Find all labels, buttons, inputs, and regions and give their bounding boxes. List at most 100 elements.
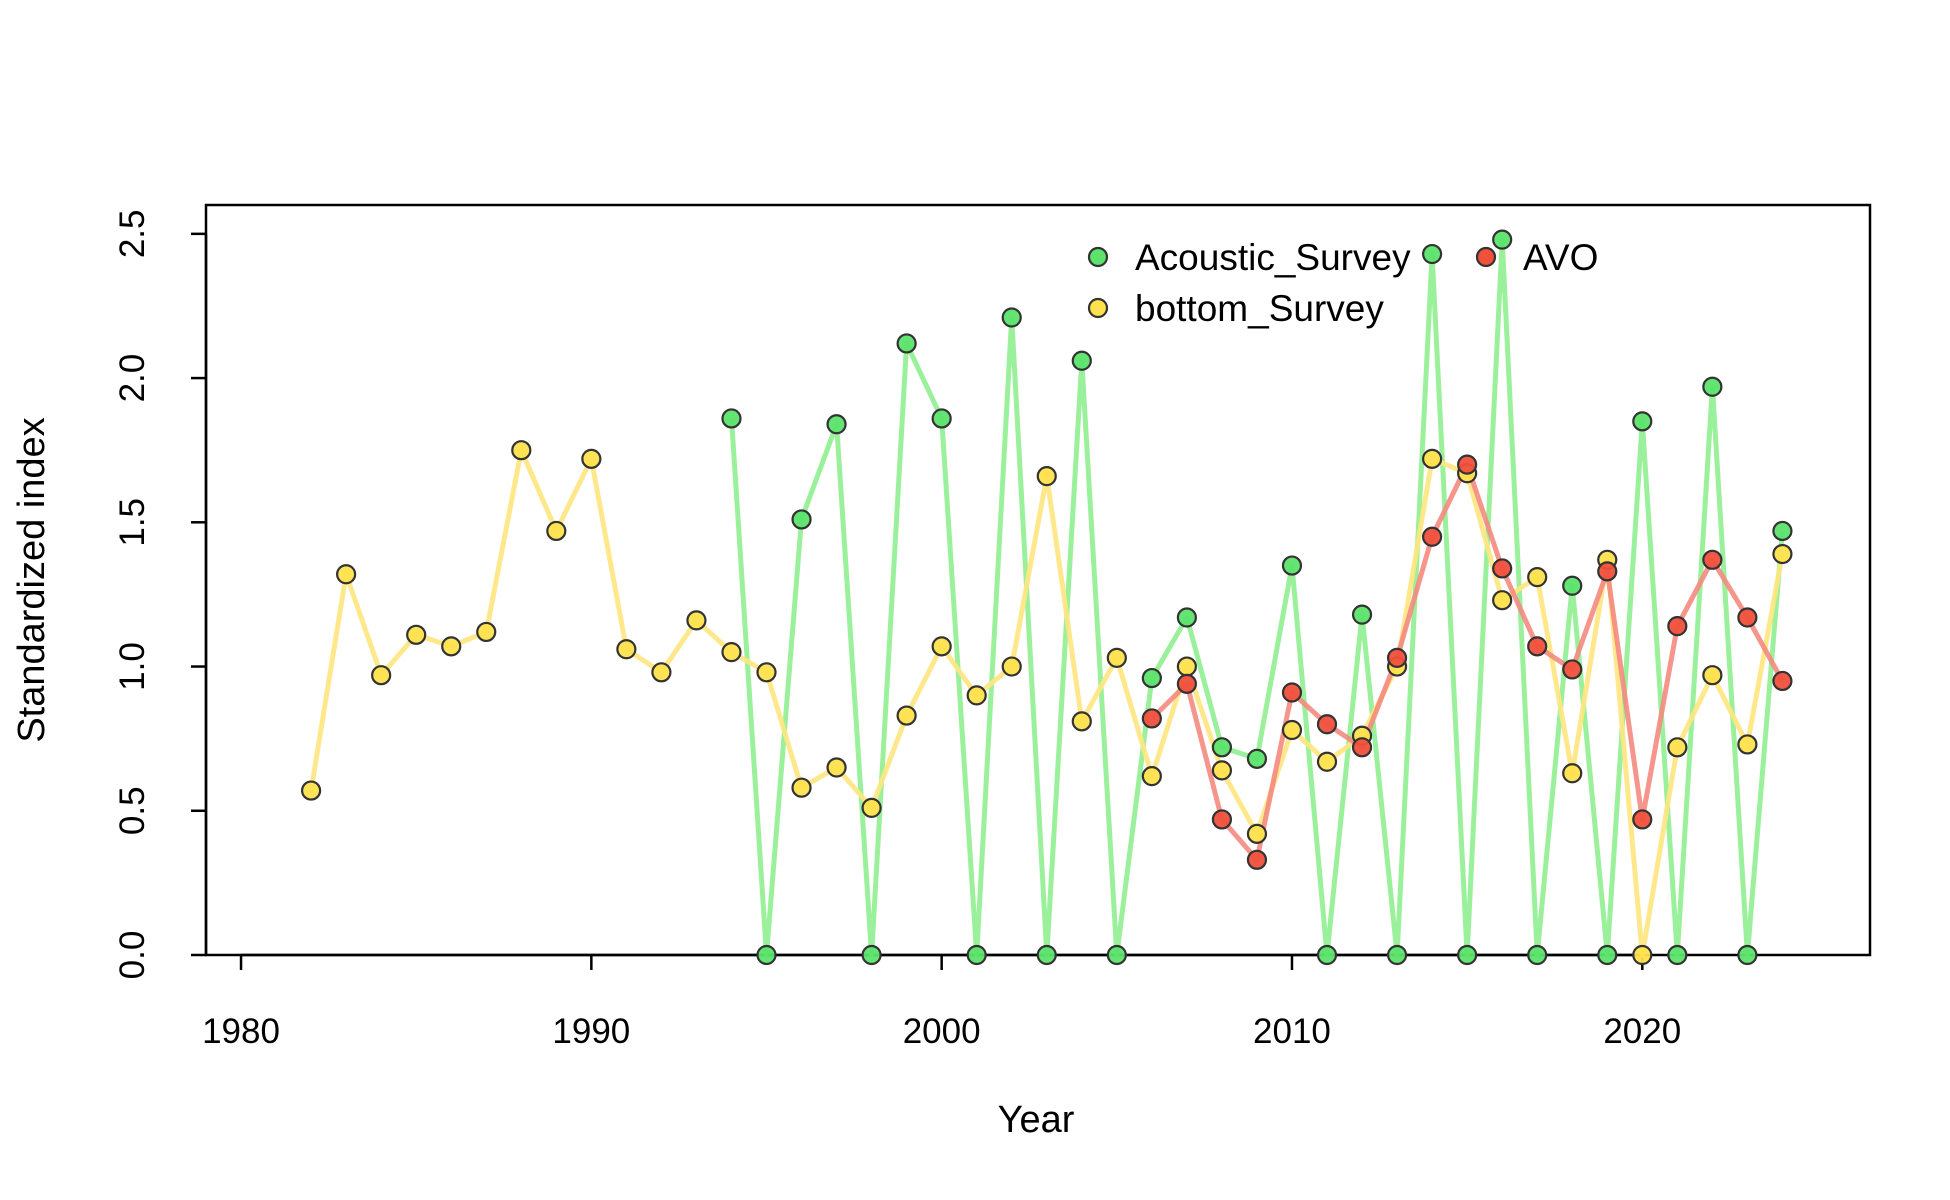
data-point-acoustic-survey [1737,944,1758,966]
data-point-bottom-survey [686,610,707,631]
data-point-acoustic-survey [1527,944,1548,966]
data-point-acoustic-survey [1772,520,1793,542]
series-points [300,229,1793,966]
data-point-avo [1316,714,1338,735]
data-point-acoustic-survey [756,944,777,966]
data-point-bottom-survey [896,705,917,726]
data-point-avo [1527,636,1548,657]
y-tick-label: 1.5 [113,498,152,547]
data-point-avo [1422,526,1443,547]
x-axis-title: Year [998,1099,1075,1141]
data-point-bottom-survey [651,662,672,683]
data-point-bottom-survey [1246,823,1268,844]
data-point-bottom-survey [756,662,777,683]
legend-marker-acoustic-survey [1087,246,1109,268]
data-point-avo [1141,708,1162,729]
data-point-bottom-survey [1281,719,1303,741]
data-point-acoustic-survey [1141,667,1162,689]
data-point-bottom-survey [931,636,952,657]
data-point-bottom-survey [861,797,882,818]
data-point-bottom-survey [511,440,532,461]
plot-frame [204,203,1872,957]
data-point-bottom-survey [1001,656,1022,677]
data-point-bottom-survey [1106,647,1127,668]
data-point-acoustic-survey [1457,944,1478,966]
data-point-avo [1667,616,1688,637]
data-point-avo [1351,737,1373,758]
data-point-bottom-survey [581,448,602,469]
data-point-bottom-survey [966,685,987,706]
data-point-avo [1386,647,1408,668]
data-point-bottom-survey [371,665,392,686]
data-point-bottom-survey [300,780,322,801]
data-point-acoustic-survey [1071,350,1092,371]
data-point-bottom-survey [1422,448,1443,469]
data-point-bottom-survey [791,777,812,798]
data-point-acoustic-survey [1351,604,1373,625]
data-point-bottom-survey [476,621,497,643]
data-point-acoustic-survey [1281,555,1303,576]
data-point-acoustic-survey [1597,944,1618,966]
data-point-bottom-survey [1737,734,1758,755]
data-point-acoustic-survey [1492,229,1513,250]
data-point-acoustic-survey [791,509,812,530]
data-point-acoustic-survey [1211,737,1233,758]
data-point-acoustic-survey [1562,575,1583,596]
data-point-bottom-survey [1071,711,1092,732]
y-tick-label: 1.0 [113,642,152,691]
data-point-bottom-survey [1316,751,1338,772]
data-point-bottom-survey [336,564,357,585]
data-point-avo [1562,659,1583,680]
data-point-acoustic-survey [896,333,917,354]
data-point-bottom-survey [1176,656,1197,677]
legend-marker-bottom-survey [1087,297,1109,319]
legend-label-acoustic-survey: Acoustic_Survey [1135,237,1411,278]
data-point-acoustic-survey [931,408,952,429]
data-point-bottom-survey [826,757,847,778]
data-point-acoustic-survey [1632,411,1653,432]
data-point-acoustic-survey [1036,944,1057,966]
data-point-avo [1246,849,1268,870]
data-point-bottom-survey [1702,665,1723,686]
data-point-bottom-survey [1211,760,1233,781]
data-point-avo [1281,682,1303,703]
x-tick-label: 2000 [903,1012,981,1051]
x-tick-label: 2020 [1603,1012,1681,1051]
data-point-bottom-survey [616,639,637,660]
legend-marker-avo [1475,246,1497,268]
data-point-acoustic-survey [1667,944,1688,966]
data-point-acoustic-survey [1246,748,1268,769]
data-point-acoustic-survey [1422,243,1443,265]
data-point-acoustic-survey [1001,307,1022,328]
data-point-avo [1492,558,1513,579]
data-point-avo [1597,561,1618,582]
data-point-bottom-survey [546,520,567,542]
legend: Acoustic_Survey bottom_Survey AVO [1087,237,1598,329]
legend-label-avo: AVO [1523,237,1598,278]
data-point-bottom-survey [1141,766,1162,787]
y-tick-label: 0.0 [113,931,152,980]
data-point-acoustic-survey [966,944,987,966]
data-point-bottom-survey [721,642,742,663]
data-point-acoustic-survey [826,414,847,435]
x-tick-label: 1980 [202,1012,280,1051]
data-point-acoustic-survey [1702,376,1723,397]
data-point-acoustic-survey [1176,607,1197,628]
x-axis: 1980 1990 2000 2010 2020 [202,953,1681,1051]
data-point-avo [1176,673,1197,694]
data-point-acoustic-survey [721,408,742,429]
x-tick-label: 1990 [552,1012,630,1051]
data-point-acoustic-survey [861,944,882,966]
data-point-bottom-survey [1772,543,1793,565]
series-line-bottom-survey [308,447,1785,958]
legend-label-bottom-survey: bottom_Survey [1135,288,1384,329]
data-point-avo [1737,607,1758,628]
y-tick-label: 2.0 [113,354,152,403]
y-tick-label: 0.5 [113,786,152,835]
data-point-acoustic-survey [1386,944,1408,966]
data-point-avo [1457,454,1478,475]
data-point-bottom-survey [1632,944,1653,966]
data-point-avo [1772,670,1793,692]
data-point-bottom-survey [441,636,462,657]
